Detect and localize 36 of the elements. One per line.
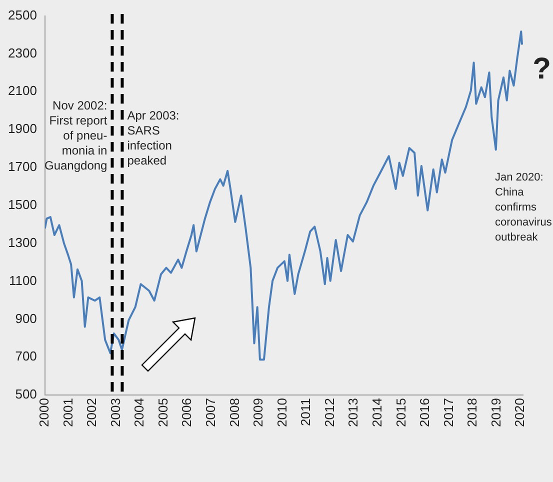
x-tick-label: 2010	[274, 398, 290, 427]
text: ?	[532, 52, 551, 86]
y-tick-label: 2100	[8, 83, 37, 98]
x-tick-label: 2018	[464, 398, 480, 427]
y-tick-label: 700	[15, 348, 37, 364]
x-tick-label: 2005	[155, 398, 170, 427]
x-tick-label: 2013	[346, 398, 361, 427]
x-tick-label: 2016	[417, 398, 432, 427]
ref-line-label: Nov 2002: First report of pneu- monia in Guangdong	[44, 98, 108, 172]
x-tick-label: 2004	[132, 398, 147, 427]
x-tick-label: 2002	[84, 398, 100, 427]
x-tick-label: 2009	[250, 398, 266, 427]
y-tick-label: 1900	[8, 121, 37, 136]
x-tick-label: 2006	[179, 398, 194, 427]
x-tick-label: 2015	[393, 398, 408, 427]
x-tick-label: 2000	[36, 398, 52, 427]
annotation: Jan 2020: China confirms coronavirus outbreak	[495, 172, 552, 244]
y-tick-label: 1700	[8, 159, 37, 174]
x-tick-label: 2011	[298, 398, 314, 426]
y-tick-label: 900	[15, 310, 37, 326]
x-tick-label: 2014	[369, 398, 384, 427]
x-tick-label: 2020	[512, 398, 528, 427]
y-tick-label: 1300	[8, 234, 37, 250]
y-tick-label: 500	[15, 386, 37, 402]
y-tick-label: 2500	[8, 7, 37, 22]
x-tick-label: 2007	[202, 398, 218, 427]
x-tick-label: 2008	[226, 398, 242, 427]
y-tick-label: 1100	[8, 272, 37, 288]
y-tick-label: 2300	[8, 45, 37, 60]
x-tick-label: 2003	[108, 398, 123, 427]
x-tick-label: 2012	[322, 398, 337, 427]
x-tick-label: 2001	[60, 398, 76, 427]
x-tick-label: 2019	[488, 398, 504, 427]
y-tick-label: 1500	[8, 197, 37, 212]
x-tick-label: 2017	[440, 398, 456, 427]
ref-line-label: Apr 2003: SARS infection peaked	[127, 108, 180, 168]
